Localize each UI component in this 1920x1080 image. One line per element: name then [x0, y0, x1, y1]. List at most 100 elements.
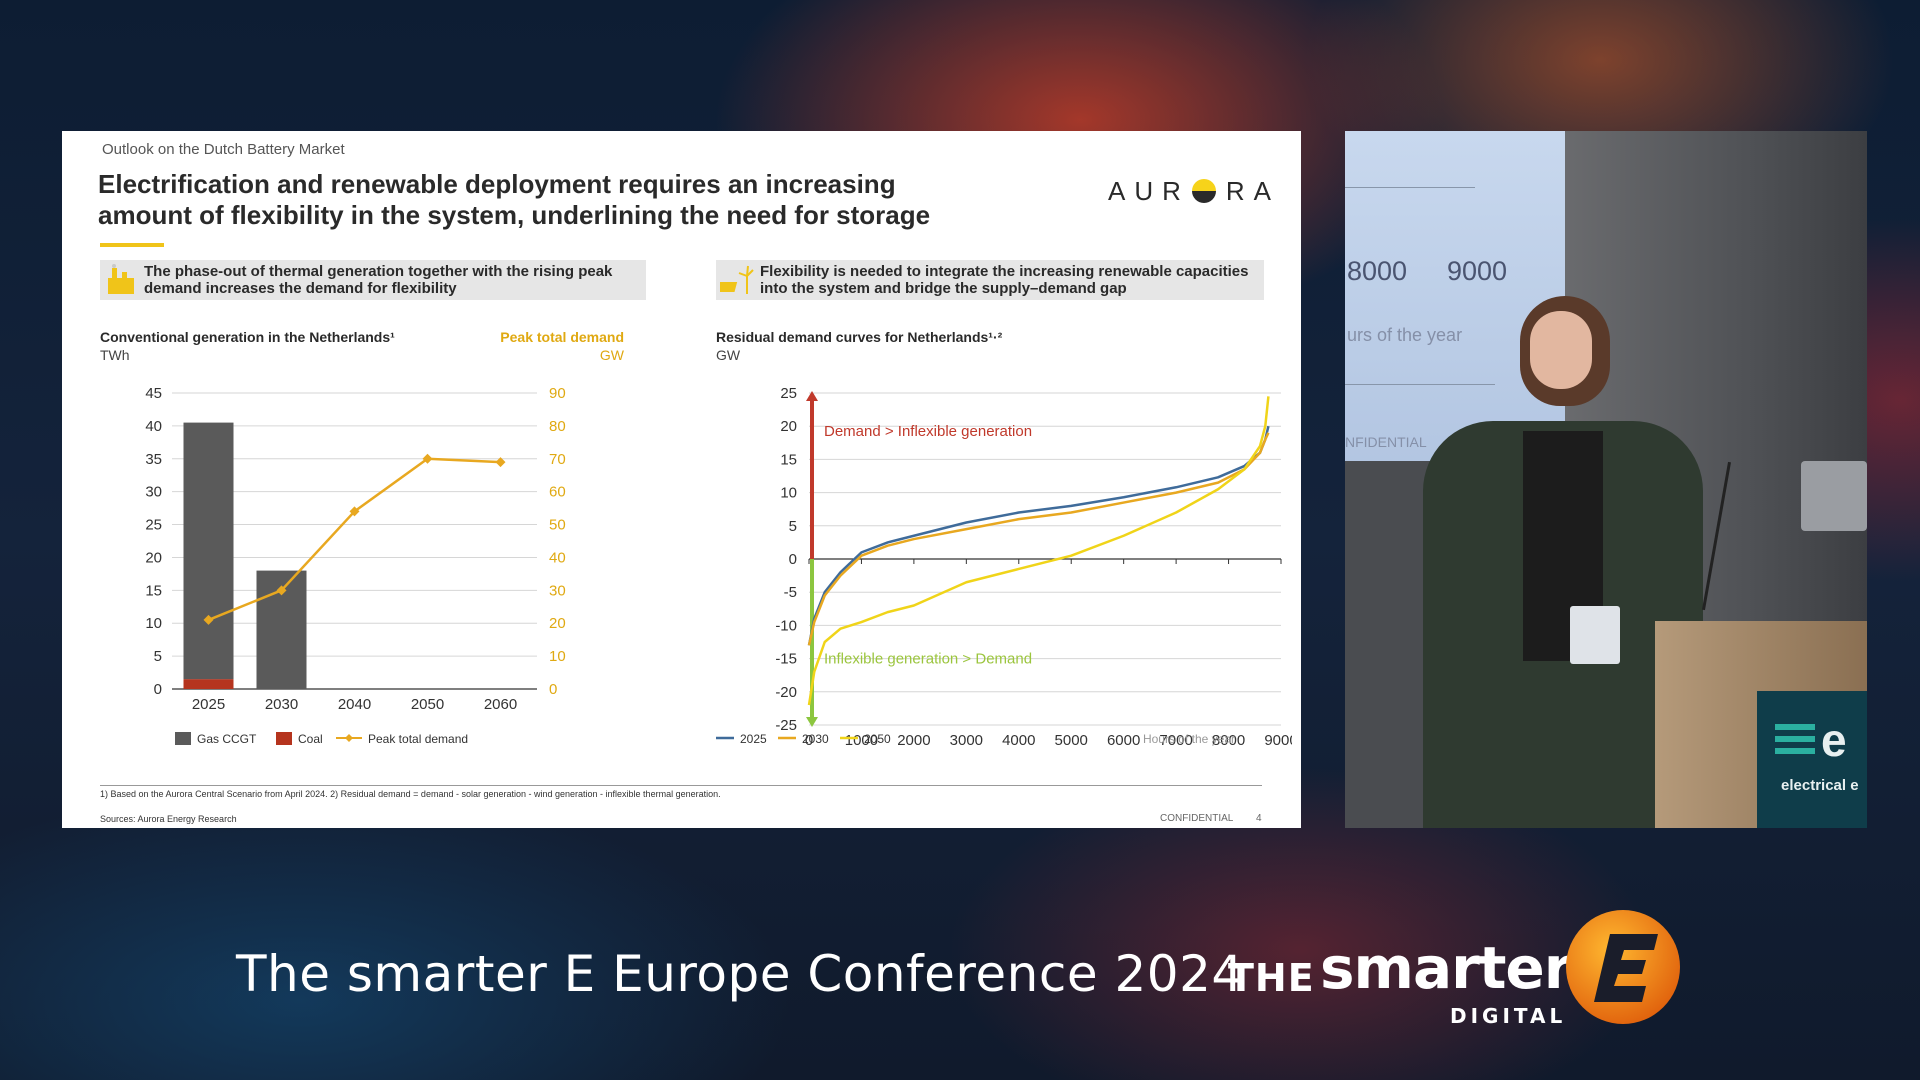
screen-text-confidential: NFIDENTIAL	[1345, 434, 1427, 450]
legend-gas-label: Gas CCGT	[197, 732, 257, 746]
residual-y-tick: 15	[780, 451, 797, 468]
residual-y-tick: -20	[775, 684, 797, 701]
residual-y-tick: 20	[780, 418, 797, 435]
left-y-tick: 35	[145, 451, 162, 468]
peak-demand-point	[276, 585, 287, 596]
slide-kicker: Outlook on the Dutch Battery Market	[102, 141, 345, 158]
presentation-slide: Outlook on the Dutch Battery Market Elec…	[62, 131, 1301, 828]
annotation-demand-above: Demand > Inflexible generation	[824, 423, 1032, 440]
demand-below-arrowhead	[806, 717, 818, 727]
gas-ccgt-bar	[183, 422, 234, 680]
residual-curve-2030	[807, 432, 1270, 646]
residual-y-tick: -10	[775, 617, 797, 634]
title-underline	[100, 243, 164, 247]
podium-text: electrical e	[1781, 777, 1859, 794]
residual-x-tick: 1000	[845, 732, 878, 749]
x-tick-label: 2040	[338, 696, 371, 713]
callout-left-line2: demand increases the demand for flexibil…	[144, 280, 457, 297]
left-chart-title: Conventional generation in the Netherlan…	[100, 329, 395, 345]
projection-screen	[1345, 131, 1565, 461]
right-y-tick: 60	[549, 484, 566, 501]
confidential-label: CONFIDENTIAL	[1160, 813, 1234, 824]
left-y-tick: 5	[154, 648, 162, 665]
peak-demand-point	[349, 506, 360, 517]
legend-label-2050: 2050	[864, 732, 891, 746]
peak-demand-point	[495, 457, 506, 468]
right-y-tick: 50	[549, 517, 566, 534]
sources: Sources: Aurora Energy Research	[100, 814, 237, 824]
right-y-tick: 90	[549, 385, 566, 402]
residual-x-tick: 5000	[1055, 732, 1088, 749]
residual-x-tick: 9000	[1264, 732, 1292, 749]
aurora-logo-dot-icon	[1191, 179, 1216, 203]
callout-right-line2: into the system and bridge the supply–de…	[760, 280, 1127, 297]
legend-peak-label: Peak total demand	[368, 732, 468, 746]
legend-gas-swatch	[175, 732, 191, 745]
x-tick-label: 2050	[411, 696, 444, 713]
screen-text-hours: urs of the year	[1347, 325, 1463, 345]
slide-title-line1: Electrification and renewable deployment…	[98, 169, 896, 199]
residual-y-tick: -15	[775, 651, 797, 668]
peak-demand-point	[203, 614, 214, 625]
right-y-tick: 20	[549, 615, 566, 632]
left-chart: 0510152025303540450102030405060708090202…	[145, 385, 566, 746]
residual-y-tick: 10	[780, 485, 797, 502]
slide-title-line2: amount of flexibility in the system, und…	[98, 200, 931, 230]
right-y-tick: 10	[549, 648, 566, 665]
residual-y-tick: 0	[789, 551, 797, 568]
residual-y-tick: -25	[775, 717, 797, 734]
right-y-tick: 30	[549, 582, 566, 599]
coal-bar	[183, 679, 234, 689]
brand-smarter: smarter	[1320, 934, 1572, 1002]
residual-x-tick: 8000	[1212, 732, 1245, 749]
residual-x-tick: 2000	[897, 732, 930, 749]
footer-rule	[100, 785, 1262, 786]
right-y-tick: 70	[549, 451, 566, 468]
residual-y-tick: 25	[780, 385, 797, 402]
peak-demand-line	[208, 457, 501, 622]
left-y-tick: 30	[145, 484, 162, 501]
page-number: 4	[1256, 813, 1262, 824]
podium-sign	[1757, 691, 1867, 828]
wind-solar-icon	[720, 265, 754, 294]
aurora-logo-end: RA	[1225, 176, 1281, 206]
power-plant-icon	[108, 264, 134, 294]
screen-number-9000: 9000	[1447, 256, 1508, 286]
screen-number-8000: 8000	[1347, 256, 1408, 286]
legend-coal-swatch	[276, 732, 292, 745]
residual-x-tick: 7000	[1159, 732, 1192, 749]
left-y-tick: 15	[145, 582, 162, 599]
callout-right: Flexibility is needed to integrate the i…	[716, 260, 1264, 300]
left-chart-right-title: Peak total demand	[500, 329, 624, 345]
brand-the: THE	[1228, 956, 1315, 1000]
callout-right-line1: Flexibility is needed to integrate the i…	[760, 263, 1249, 280]
slide-title: Electrification and renewable deployment…	[98, 169, 998, 231]
right-chart-unit: GW	[716, 347, 741, 363]
left-y-tick: 40	[145, 418, 162, 435]
residual-x-tick: 4000	[1002, 732, 1035, 749]
x-tick-label: 2025	[192, 696, 225, 713]
legend-label-2030: 2030	[802, 732, 829, 746]
legend-peak-marker	[345, 734, 353, 742]
right-y-tick: 80	[549, 418, 566, 435]
aurora-logo-start: AUR	[1108, 176, 1190, 206]
footnote: 1) Based on the Aurora Central Scenario …	[100, 789, 721, 799]
left-chart-unit: TWh	[100, 347, 130, 363]
screen-line	[1345, 187, 1475, 188]
aurora-logo: AUR RA	[1108, 176, 1280, 207]
left-chart-right-unit: GW	[599, 347, 624, 363]
speaker-badge	[1570, 606, 1620, 664]
right-chart-title: Residual demand curves for Netherlands¹·…	[716, 329, 1003, 345]
left-y-tick: 25	[145, 517, 162, 534]
podium-logo-icon	[1775, 724, 1815, 730]
right-y-tick: 0	[549, 681, 557, 698]
residual-x-axis-label: Hours of the year	[1143, 732, 1235, 746]
podium-logo-letter: e	[1821, 714, 1847, 766]
residual-y-tick: -5	[784, 584, 797, 601]
conference-title: The smarter E Europe Conference 2024	[236, 945, 1244, 1003]
demand-above-arrowhead	[806, 391, 818, 401]
legend-coal-label: Coal	[298, 732, 323, 746]
left-y-tick: 20	[145, 549, 162, 566]
residual-x-tick: 6000	[1107, 732, 1140, 749]
